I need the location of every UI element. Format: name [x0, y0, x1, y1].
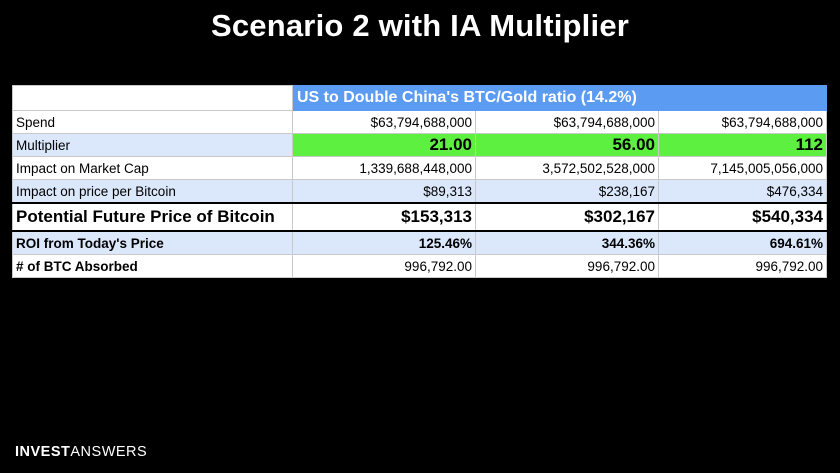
cell-value: 996,792.00 [475, 254, 659, 278]
row-label: Spend [12, 110, 293, 134]
cell-value: 3,572,502,528,000 [475, 156, 659, 180]
row-label: Multiplier [12, 133, 293, 157]
cell-value: $476,334 [657, 179, 828, 204]
cell-value: $63,794,688,000 [657, 110, 828, 134]
table-row-multiplier: Multiplier 21.00 56.00 112 [12, 133, 828, 157]
slide-title: Scenario 2 with IA Multiplier [210, 8, 630, 43]
table-row-future-price: Potential Future Price of Bitcoin $153,3… [12, 202, 828, 232]
cell-value: $302,167 [475, 202, 659, 232]
cell-value: 996,792.00 [292, 254, 476, 278]
cell-value: 7,145,005,056,000 [657, 156, 828, 180]
table-header: US to Double China's BTC/Gold ratio (14.… [291, 85, 828, 111]
cell-value: 21.00 [292, 133, 476, 157]
cell-value: 56.00 [475, 133, 659, 157]
cell-value: 125.46% [292, 230, 476, 255]
table-row-roi: ROI from Today's Price 125.46% 344.36% 6… [12, 230, 828, 255]
table-row-btc-absorbed: # of BTC Absorbed 996,792.00 996,792.00 … [12, 254, 828, 278]
cell-value: $540,334 [657, 202, 828, 232]
brand-part-invest: INVEST [15, 444, 71, 460]
cell-value: $63,794,688,000 [475, 110, 659, 134]
cell-value: 112 [657, 133, 828, 157]
table-row-price-impact: Impact on price per Bitcoin $89,313 $238… [12, 179, 828, 204]
brand-logo: INVESTANSWERS [15, 444, 147, 460]
header-blank-cell [12, 85, 293, 111]
cell-value: $238,167 [475, 179, 659, 204]
scenario-table: US to Double China's BTC/Gold ratio (14.… [12, 85, 828, 278]
row-label: ROI from Today's Price [12, 230, 293, 255]
row-label: Impact on Market Cap [12, 156, 293, 180]
table-row-spend: Spend $63,794,688,000 $63,794,688,000 $6… [12, 110, 828, 134]
cell-value: 694.61% [657, 230, 828, 255]
cell-value: 344.36% [475, 230, 659, 255]
table-row-market-cap: Impact on Market Cap 1,339,688,448,000 3… [12, 156, 828, 180]
row-label: Potential Future Price of Bitcoin [12, 202, 293, 232]
cell-value: $63,794,688,000 [292, 110, 476, 134]
cell-value: 1,339,688,448,000 [292, 156, 476, 180]
row-label: Impact on price per Bitcoin [12, 179, 293, 204]
cell-value: $153,313 [292, 202, 476, 232]
cell-value: 996,792.00 [657, 254, 828, 278]
table-header-row: US to Double China's BTC/Gold ratio (14.… [12, 85, 828, 111]
brand-part-answers: ANSWERS [70, 444, 148, 460]
row-label: # of BTC Absorbed [12, 254, 293, 278]
cell-value: $89,313 [292, 179, 476, 204]
